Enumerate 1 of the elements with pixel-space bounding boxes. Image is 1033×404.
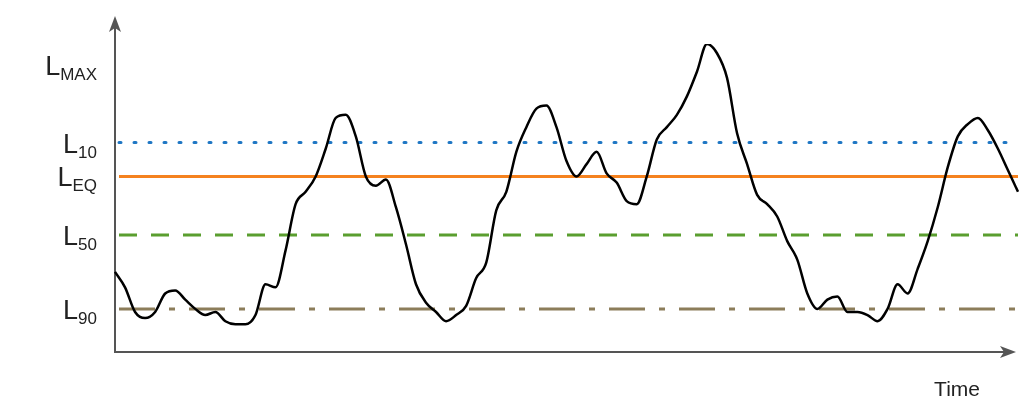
- x-axis-title: Time: [934, 376, 980, 400]
